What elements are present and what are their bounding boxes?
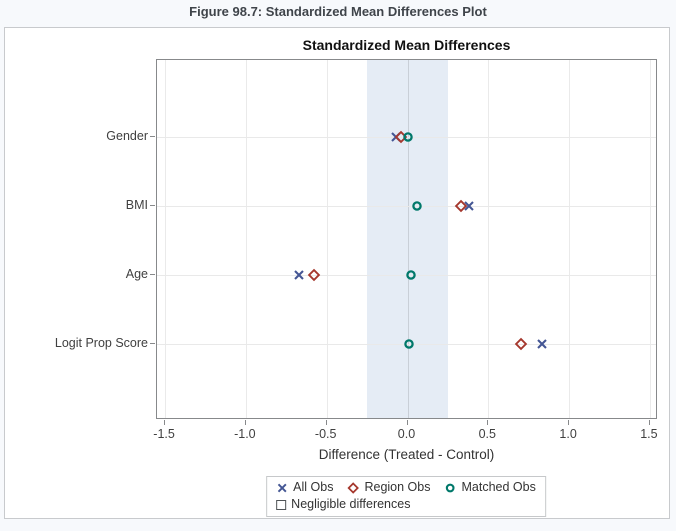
legend-band-row: Negligible differences — [276, 496, 536, 513]
x-axis-tick — [164, 420, 166, 425]
marker-all-obs-age — [293, 268, 306, 281]
marker-region-obs-logit-prop-score — [514, 337, 527, 350]
y-category-label-logit-prop-score: Logit Prop Score — [54, 335, 148, 350]
y-gridline — [157, 205, 656, 207]
all-obs-marker-icon — [276, 482, 288, 494]
x-axis-tick — [487, 420, 489, 425]
legend-label-matched-obs: Matched Obs — [461, 480, 536, 494]
x-gridline — [407, 60, 409, 418]
x-gridline — [245, 60, 247, 418]
y-axis-tick — [150, 204, 155, 206]
legend-label-region-obs: Region Obs — [364, 480, 431, 494]
x-axis-tick — [325, 420, 327, 425]
x-gridline — [326, 60, 328, 418]
marker-matched-obs-gender — [401, 130, 414, 143]
legend-item-region-obs: Region Obs — [347, 479, 430, 496]
y-category-label-age: Age — [125, 266, 148, 281]
y-category-label-gender: Gender — [106, 128, 148, 143]
x-tick-label: 1.0 — [559, 427, 577, 441]
x-tick-label: -1.0 — [234, 427, 256, 441]
x-tick-label: 0.5 — [478, 427, 496, 441]
marker-region-obs-age — [307, 268, 320, 281]
region-obs-marker-icon — [347, 481, 360, 494]
x-tick-label: 0.0 — [397, 427, 416, 441]
legend-item-all-obs: All Obs — [276, 479, 333, 496]
legend-label-all-obs: All Obs — [293, 480, 334, 494]
x-tick-label: -0.5 — [314, 427, 337, 441]
matched-obs-marker-icon — [444, 482, 456, 494]
y-axis-tick — [150, 342, 155, 344]
x-axis-label: Difference (Treated - Control) — [318, 447, 495, 462]
x-gridline — [569, 60, 571, 418]
x-tick-label: -1.5 — [153, 427, 175, 441]
chart-title: Standardized Mean Differences — [302, 37, 511, 53]
legend-box: All Obs Region Obs Matched Obs Negligible … — [266, 476, 546, 517]
plot-area — [156, 59, 657, 419]
marker-matched-obs-logit-prop-score — [403, 337, 416, 350]
marker-region-obs-bmi — [454, 199, 468, 212]
negligible-differences-swatch-icon — [276, 499, 287, 510]
marker-all-obs-bmi — [462, 199, 475, 212]
x-axis-tick — [568, 420, 570, 425]
legend-item-matched-obs: Matched Obs — [444, 479, 536, 496]
x-gridline — [165, 60, 167, 418]
x-axis-tick — [648, 420, 650, 425]
legend-item-negligible-differences: Negligible differences — [276, 496, 410, 513]
x-gridline — [488, 60, 490, 418]
x-axis-tick — [406, 420, 408, 425]
legend-series-row: All Obs Region Obs Matched Obs — [276, 479, 536, 496]
legend-label-negligible-differences: Negligible differences — [291, 497, 411, 511]
negligible-differences-band — [367, 60, 448, 418]
x-tick-label: 1.5 — [640, 427, 658, 441]
y-category-label-bmi: BMI — [125, 197, 148, 212]
marker-matched-obs-bmi — [411, 199, 424, 212]
marker-matched-obs-age — [404, 268, 417, 281]
x-axis-tick — [244, 420, 246, 425]
y-axis-tick — [150, 135, 155, 137]
y-axis-tick — [150, 273, 155, 275]
figure-caption: Figure 98.7: Standardized Mean Differenc… — [189, 4, 487, 19]
marker-all-obs-logit-prop-score — [535, 337, 548, 350]
x-gridline — [649, 60, 651, 418]
